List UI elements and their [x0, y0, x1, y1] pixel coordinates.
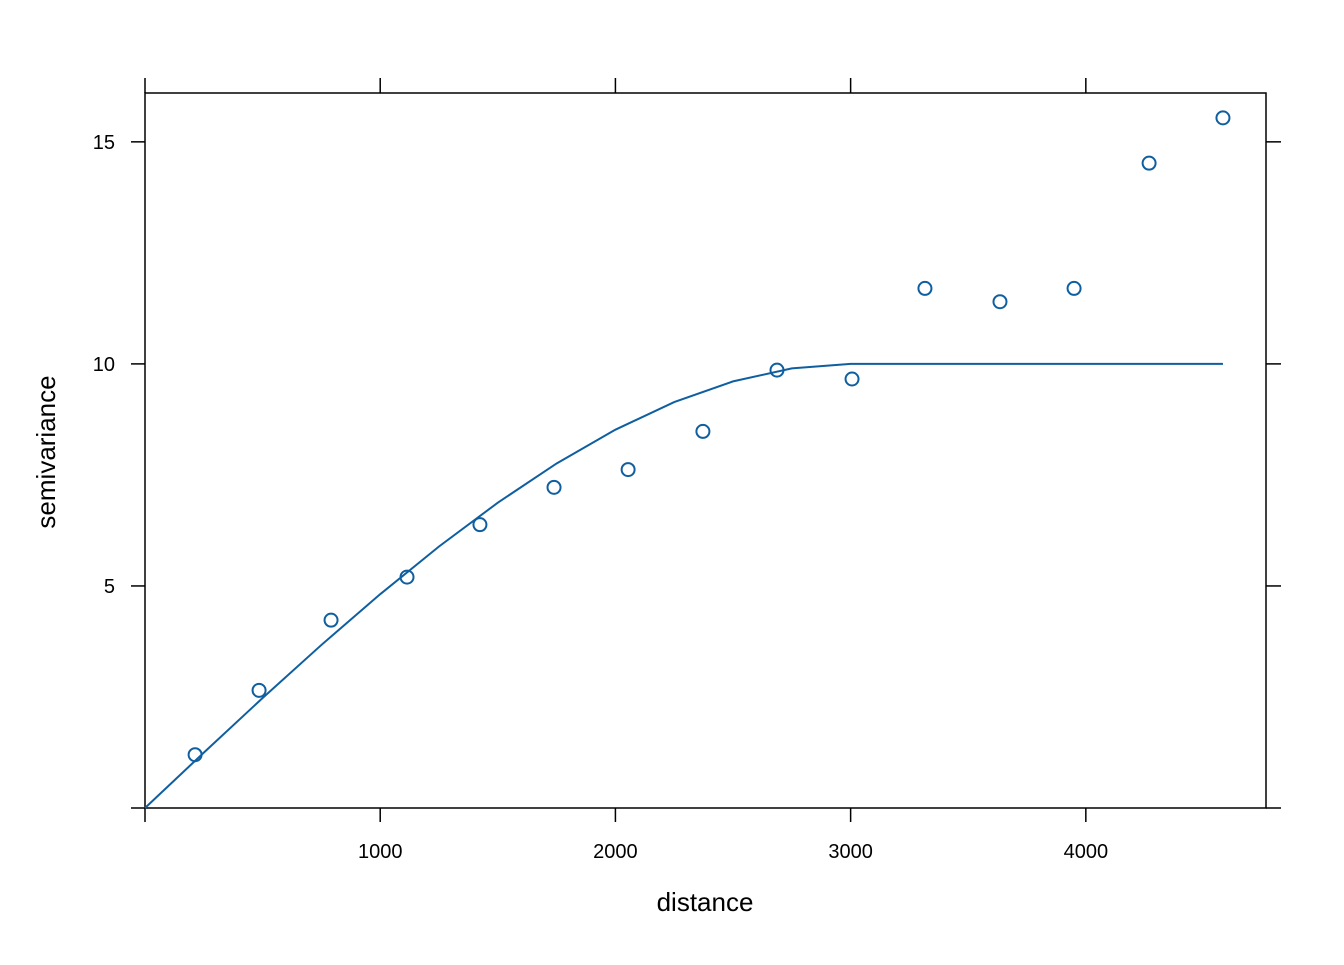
x-tick-label: 3000	[828, 841, 873, 863]
data-point	[1215, 110, 1231, 126]
data-point	[844, 371, 860, 387]
y-tick-label: 15	[93, 132, 115, 154]
data-point	[251, 682, 267, 698]
data-point	[620, 462, 636, 478]
data-point	[546, 479, 562, 495]
x-axis-title: distance	[657, 887, 754, 917]
data-point	[917, 280, 933, 296]
y-tick-label: 10	[93, 354, 115, 376]
x-tick-label: 1000	[358, 841, 403, 863]
data-point	[323, 612, 339, 628]
y-tick-label: 5	[104, 576, 115, 598]
plot-frame	[144, 92, 1267, 809]
x-tick-label: 4000	[1064, 841, 1109, 863]
model-line	[144, 362, 1223, 809]
data-point	[472, 517, 488, 533]
data-point	[695, 423, 711, 439]
y-axis-title: semivariance	[31, 375, 61, 528]
data-point	[992, 294, 1008, 310]
data-point	[1066, 280, 1082, 296]
data-point	[187, 747, 203, 763]
data-point	[1141, 155, 1157, 171]
x-tick-label: 2000	[593, 841, 638, 863]
